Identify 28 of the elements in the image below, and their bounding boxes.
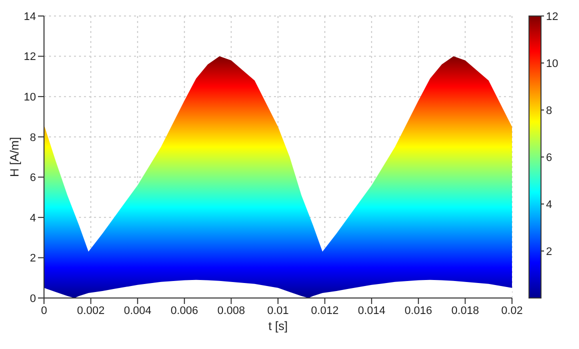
x-tick-label: 0.002 bbox=[77, 304, 105, 317]
color-bar-label: 2 bbox=[546, 246, 552, 258]
y-tick-label: 8 bbox=[30, 132, 36, 144]
x-tick-label: 0.012 bbox=[311, 304, 339, 317]
y-axis-title: H [A/m] bbox=[7, 136, 22, 178]
color-bar-label: 4 bbox=[546, 198, 552, 211]
color-bar-label: 12 bbox=[546, 10, 558, 23]
x-tick-label: 0.01 bbox=[267, 304, 289, 317]
y-tick-label: 6 bbox=[30, 172, 36, 184]
x-axis-title: t [s] bbox=[268, 319, 288, 333]
y-tick-label: 4 bbox=[30, 212, 36, 224]
y-tick-label: 12 bbox=[24, 51, 36, 64]
x-tick-label: 0.008 bbox=[217, 304, 245, 317]
color-bar-label: 10 bbox=[546, 58, 558, 70]
x-tick-label: 0.014 bbox=[358, 304, 386, 317]
x-tick-label: 0 bbox=[40, 304, 48, 317]
y-tick-label: 2 bbox=[30, 252, 36, 265]
y-tick-label: 10 bbox=[24, 91, 36, 104]
y-tick-label: 14 bbox=[24, 10, 36, 23]
x-tick-label: 0.004 bbox=[124, 304, 152, 317]
colorbar: 2 4 6 8 10 12 bbox=[526, 8, 566, 338]
y-tick-label: 0 bbox=[30, 292, 36, 305]
x-tick-label: 0.016 bbox=[404, 304, 432, 317]
color-bar-label: 6 bbox=[546, 152, 552, 164]
color-bar-label: 8 bbox=[546, 104, 552, 117]
x-tick-label: 0.006 bbox=[170, 304, 198, 317]
x-tick-label: 0.02 bbox=[501, 304, 523, 317]
x-tick-label: 0.018 bbox=[451, 304, 479, 317]
